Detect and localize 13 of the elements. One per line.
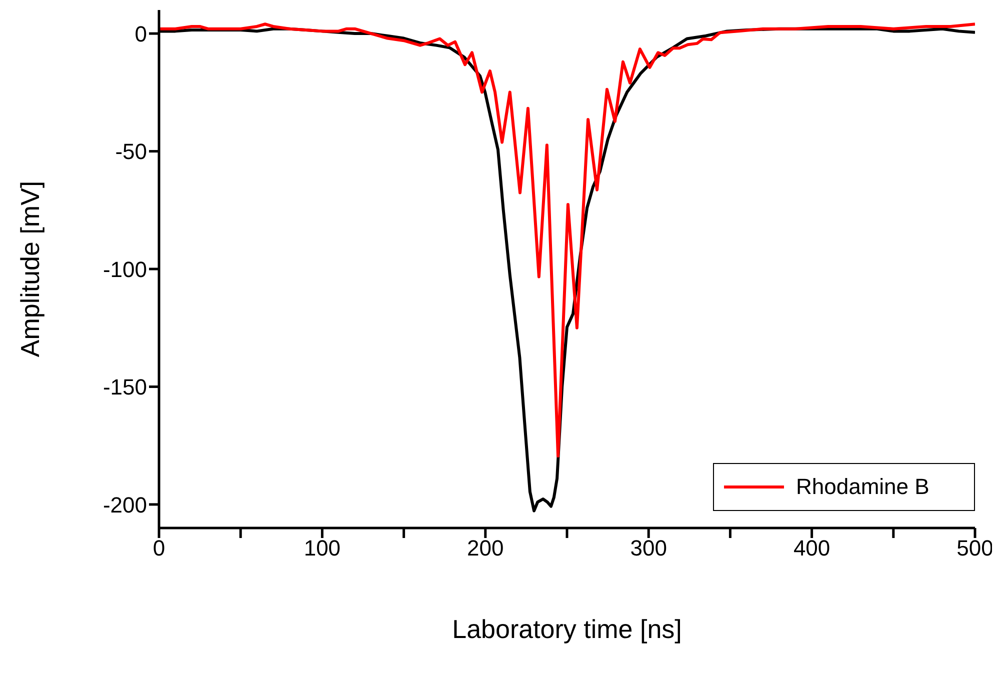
x-tick-label: 100 <box>304 536 341 561</box>
y-tick-label: -200 <box>102 492 147 518</box>
y-axis-title: Amplitude [mV] <box>15 180 46 358</box>
x-axis-title: Laboratory time [ns] <box>452 614 682 644</box>
x-tick-label: 0 <box>152 536 166 561</box>
y-tick-label: 0 <box>134 21 147 46</box>
legend-label: Rhodamine B <box>796 473 930 501</box>
x-tick-label: 300 <box>630 536 667 561</box>
y-tick-label: -100 <box>102 256 147 282</box>
x-tick-label: 200 <box>467 536 504 561</box>
x-tick-label: 400 <box>793 536 830 561</box>
y-tick-label: -150 <box>102 374 147 400</box>
y-tick-label: -50 <box>115 139 147 164</box>
